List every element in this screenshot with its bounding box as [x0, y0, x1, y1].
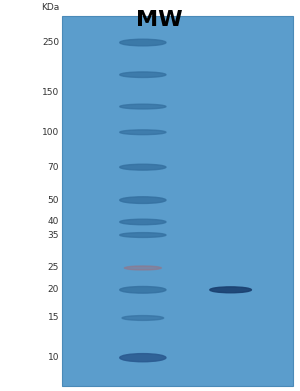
- Text: 150: 150: [42, 88, 59, 97]
- Ellipse shape: [120, 353, 166, 362]
- Ellipse shape: [120, 130, 166, 135]
- Text: 70: 70: [47, 163, 59, 172]
- Text: 40: 40: [48, 217, 59, 226]
- Text: 10: 10: [47, 353, 59, 362]
- Text: 250: 250: [42, 38, 59, 47]
- Text: 50: 50: [47, 196, 59, 204]
- Ellipse shape: [120, 287, 166, 293]
- Ellipse shape: [120, 197, 166, 203]
- Text: 15: 15: [47, 314, 59, 323]
- Ellipse shape: [120, 39, 166, 46]
- Ellipse shape: [210, 287, 251, 293]
- Ellipse shape: [120, 219, 166, 225]
- Text: 20: 20: [48, 285, 59, 294]
- Text: 100: 100: [42, 128, 59, 137]
- Text: KDa: KDa: [41, 3, 59, 12]
- Text: MW: MW: [136, 10, 182, 30]
- Ellipse shape: [120, 72, 166, 77]
- Ellipse shape: [124, 266, 161, 270]
- Bar: [62, 16, 293, 386]
- Ellipse shape: [122, 316, 164, 320]
- Ellipse shape: [120, 104, 166, 109]
- Text: 35: 35: [47, 231, 59, 240]
- Text: 25: 25: [48, 264, 59, 273]
- Ellipse shape: [120, 233, 166, 237]
- Ellipse shape: [120, 164, 166, 170]
